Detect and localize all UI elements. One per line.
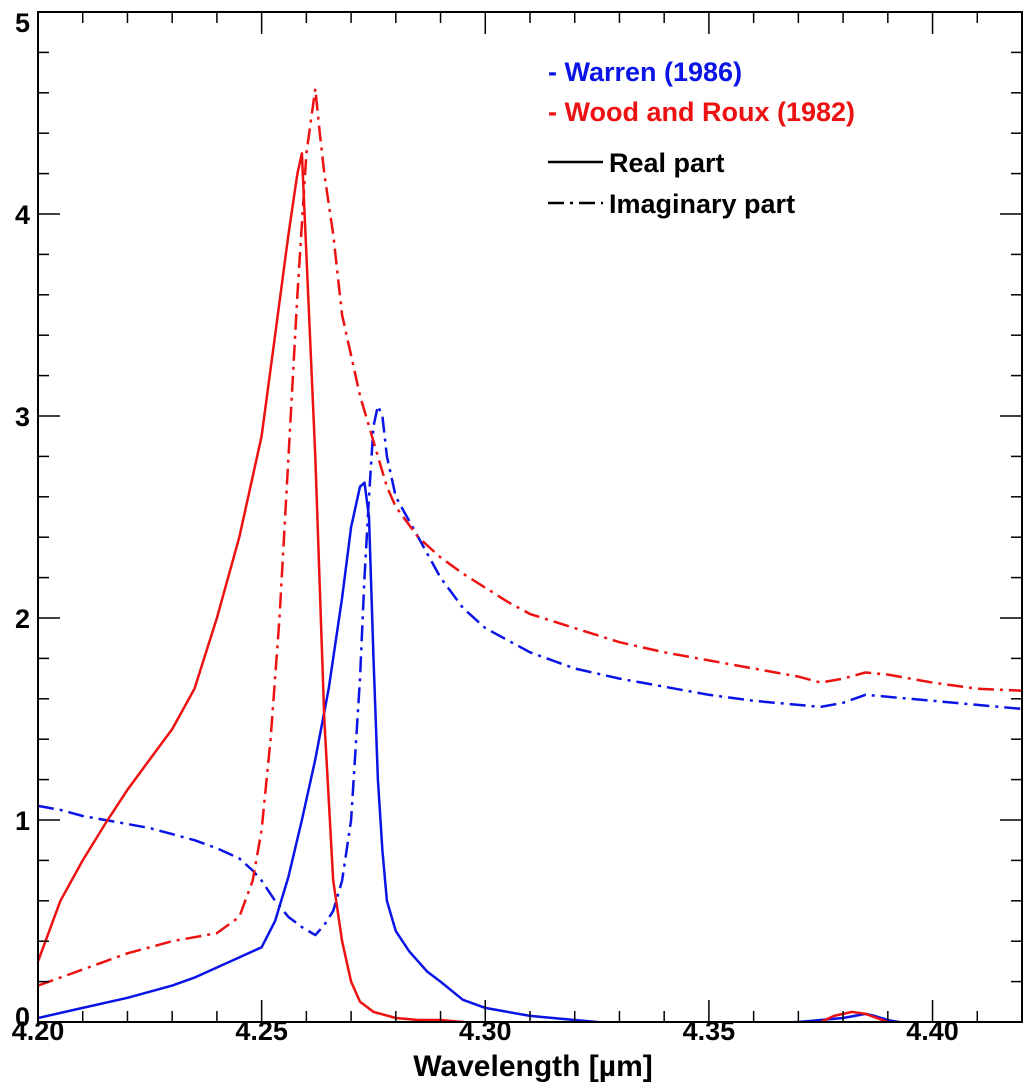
y-tick-label: 0: [15, 1002, 30, 1032]
series-line-wood-and-roux-1982-imaginary-part: [38, 87, 1022, 987]
x-tick-label: 4.40: [906, 1016, 959, 1046]
legend-style-real: Real part: [609, 148, 725, 178]
x-axis-label: Wavelength [µm]: [413, 1050, 653, 1083]
legend: - Warren (1986) - Wood and Roux (1982) R…: [548, 57, 855, 219]
legend-source-warren: - Warren (1986): [548, 57, 742, 87]
x-tick-label: 4.25: [235, 1016, 288, 1046]
y-tick-label: 5: [15, 8, 30, 38]
legend-style-imaginary: Imaginary part: [609, 189, 795, 219]
plot-lines: [38, 87, 1022, 1022]
x-tick-label: 4.30: [459, 1016, 512, 1046]
y-tick-label: 2: [15, 604, 30, 634]
x-tick-label: 4.20: [12, 1016, 65, 1046]
series-line-warren-1986-real-part: [38, 481, 907, 1022]
y-tick-label: 1: [15, 806, 30, 836]
tick-labels: 4.20 4.25 4.30 4.35 4.40 0 1 2 3 4 5: [12, 8, 959, 1046]
y-tick-label: 4: [15, 200, 30, 230]
y-tick-label: 3: [15, 402, 30, 432]
legend-source-wood-roux: - Wood and Roux (1982): [548, 97, 855, 127]
x-tick-label: 4.35: [683, 1016, 736, 1046]
axis-ticks: [37, 11, 1023, 1023]
series-line-wood-and-roux-1982-real-part: [38, 152, 902, 1022]
